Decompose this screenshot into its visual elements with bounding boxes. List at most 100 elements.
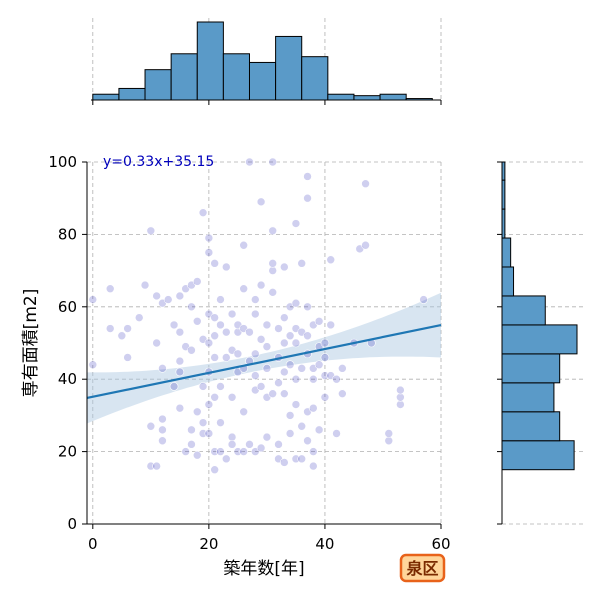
right-histogram-bar bbox=[501, 382, 555, 413]
scatter-point bbox=[216, 447, 225, 456]
scatter-point bbox=[239, 407, 248, 417]
y-axis-ticks: 0 20 40 60 80 100 bbox=[48, 153, 87, 533]
y-tick-label: 0 bbox=[67, 515, 77, 533]
scatter-point bbox=[187, 302, 196, 312]
scatter-point bbox=[221, 262, 231, 272]
scatter-point bbox=[256, 382, 266, 391]
scatter-point bbox=[163, 295, 173, 304]
right-histogram-bars bbox=[501, 161, 578, 471]
scatter-point bbox=[320, 353, 330, 362]
scatter-point bbox=[314, 316, 324, 326]
scatter-point bbox=[297, 259, 307, 268]
scatter-point bbox=[210, 331, 219, 341]
top-histogram-bar bbox=[92, 93, 120, 101]
scatter-point bbox=[245, 157, 254, 167]
right-histogram-bar bbox=[501, 295, 546, 326]
scatter-point bbox=[158, 364, 167, 373]
scatter-point bbox=[268, 288, 278, 297]
scatter-point bbox=[262, 342, 272, 351]
scatter-point bbox=[134, 313, 144, 322]
scatter-point bbox=[152, 338, 161, 348]
scatter-point bbox=[291, 374, 301, 384]
scatter-point bbox=[303, 302, 312, 312]
scatter-point bbox=[227, 392, 237, 402]
regression-line bbox=[86, 324, 442, 400]
scatter-point bbox=[216, 295, 225, 304]
scatter-point bbox=[210, 465, 219, 475]
scatter-point bbox=[332, 429, 341, 438]
scatter-point bbox=[123, 324, 132, 333]
scatter-point bbox=[239, 447, 248, 456]
scatter-point bbox=[105, 324, 115, 333]
top-histogram-bar bbox=[144, 69, 172, 101]
scatter-point bbox=[152, 291, 161, 301]
scatter-point bbox=[280, 313, 289, 322]
scatter-point bbox=[239, 240, 248, 250]
right-histogram bbox=[497, 161, 585, 525]
scatter-point bbox=[291, 219, 301, 228]
scatter-point bbox=[175, 327, 185, 337]
scatter-point bbox=[338, 389, 347, 398]
scatter-point bbox=[274, 324, 283, 333]
scatter-point bbox=[105, 284, 115, 294]
top-histogram-bar bbox=[170, 53, 198, 101]
x-axis-label: 築年数[年] bbox=[223, 559, 304, 579]
right-histogram-ticks bbox=[497, 161, 502, 525]
scatter-point bbox=[169, 320, 179, 330]
scatter-point bbox=[192, 316, 202, 326]
scatter-point bbox=[384, 436, 394, 446]
scatter-point bbox=[146, 226, 156, 236]
scatter-point bbox=[326, 320, 336, 330]
top-histogram-bar bbox=[222, 53, 250, 101]
scatter-point bbox=[268, 226, 278, 236]
scatter-point bbox=[204, 338, 214, 348]
scatter-point bbox=[192, 450, 202, 460]
scatter-point bbox=[285, 331, 295, 341]
scatter-point bbox=[250, 309, 260, 319]
scatter-point bbox=[204, 400, 214, 409]
scatter-point bbox=[419, 295, 428, 304]
scatter-point bbox=[291, 400, 301, 409]
top-histogram-bar bbox=[301, 56, 329, 101]
scatter-point bbox=[117, 331, 127, 341]
top-histogram-bar bbox=[248, 61, 277, 101]
scatter-point bbox=[309, 461, 318, 471]
scatter-point bbox=[320, 338, 330, 348]
scatter-point bbox=[204, 248, 214, 257]
right-histogram-bar bbox=[501, 440, 575, 471]
scatter-point bbox=[274, 440, 283, 449]
scatter-point bbox=[158, 414, 167, 424]
top-histogram-bars bbox=[92, 21, 433, 101]
scatter-point bbox=[361, 240, 370, 250]
scatter-point bbox=[285, 360, 295, 370]
scatter-point bbox=[216, 382, 225, 391]
top-histogram-ticks bbox=[92, 100, 442, 105]
scatter-point bbox=[227, 432, 237, 442]
scatter-point bbox=[198, 382, 208, 391]
scatter-point bbox=[309, 403, 318, 413]
scatter-point bbox=[210, 259, 219, 268]
scatter-point bbox=[309, 447, 318, 456]
right-histogram-bar bbox=[501, 237, 512, 268]
scatter-point bbox=[175, 356, 185, 366]
scatter-point bbox=[175, 367, 185, 377]
scatter-point bbox=[152, 461, 161, 471]
y-tick-label: 20 bbox=[58, 443, 77, 461]
top-histogram-bar bbox=[196, 21, 224, 101]
scatter-point bbox=[250, 349, 260, 359]
scatter-point bbox=[175, 291, 185, 301]
scatter-point bbox=[262, 364, 272, 373]
right-histogram-bar bbox=[501, 324, 578, 355]
scatter-point bbox=[245, 327, 254, 337]
scatter-point bbox=[256, 280, 266, 290]
scatter-point bbox=[245, 440, 254, 449]
regression-equation: y=0.33x+35.15 bbox=[103, 154, 214, 170]
ward-badge-box bbox=[399, 553, 446, 583]
scatter-point bbox=[169, 382, 179, 391]
scatter-point bbox=[320, 392, 330, 402]
scatter-point bbox=[280, 367, 289, 377]
scatter-point bbox=[88, 360, 98, 370]
scatter-point bbox=[291, 338, 301, 348]
x-tick-label: 40 bbox=[315, 535, 334, 553]
scatter-point bbox=[198, 418, 208, 427]
